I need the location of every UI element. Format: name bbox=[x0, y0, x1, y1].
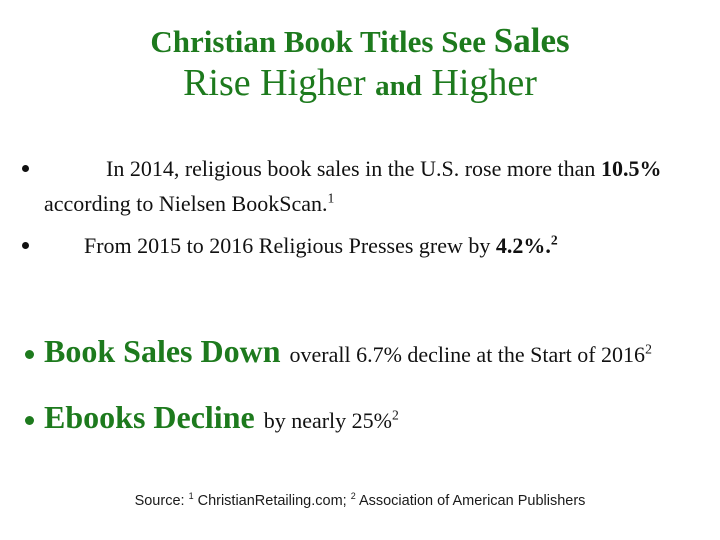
bullet-1-line2-text: according to Nielsen BookScan. bbox=[44, 191, 328, 216]
bullet-2-stat: 4.2%.2 bbox=[496, 233, 558, 258]
highlight-ebooks-decline: Ebooks Decline by nearly 25%2 bbox=[44, 399, 399, 435]
footnote-ref-2: 2 bbox=[550, 232, 558, 248]
bullet-1-line-1: In 2014, religious book sales in the U.S… bbox=[106, 156, 661, 181]
footnote-ref-1: 1 bbox=[327, 190, 335, 206]
title-line2-part2: Higher bbox=[421, 62, 537, 104]
source-2-text: Association of American Publishers bbox=[355, 493, 586, 509]
title-line2-part1: Rise Higher bbox=[183, 62, 376, 104]
bullet-icon bbox=[22, 242, 29, 249]
bullet-2-text: From 2015 to 2016 Religious Presses grew… bbox=[84, 233, 496, 258]
footnote-ref-2: 2 bbox=[645, 341, 652, 357]
bullet-1-line-2: according to Nielsen BookScan.1 bbox=[44, 191, 334, 216]
bullet-2-stat-value: 4.2%. bbox=[495, 233, 551, 258]
highlight-2-detail-text: by nearly 25% bbox=[263, 408, 392, 433]
footnote-marker-1: 1 bbox=[188, 491, 194, 502]
title-line-1: Christian Book Titles See Sales bbox=[0, 20, 720, 62]
title-line-2: Rise Higher and Higher bbox=[0, 62, 720, 105]
footnote-ref-2: 2 bbox=[391, 407, 399, 423]
source-label: Source: bbox=[134, 493, 189, 509]
title-line2-and: and bbox=[375, 70, 422, 102]
title-line1-main: Christian Book Titles See bbox=[150, 24, 494, 59]
highlight-book-sales-down: Book Sales Down overall 6.7% decline at t… bbox=[44, 333, 652, 369]
slide-title: Christian Book Titles See Sales Rise Hig… bbox=[0, 20, 720, 105]
highlight-1-detail-text: overall 6.7% decline at the Start of 201… bbox=[289, 342, 646, 367]
title-line1-accent: Sales bbox=[493, 21, 570, 60]
highlight-2-detail: by nearly 25%2 bbox=[264, 408, 399, 433]
bullet-1-text: In 2014, religious book sales in the U.S… bbox=[106, 156, 601, 181]
highlight-2-heading: Ebooks Decline bbox=[44, 399, 255, 435]
bullet-icon bbox=[25, 416, 34, 425]
source-citation: Source: 1 ChristianRetailing.com; 2 Asso… bbox=[0, 491, 720, 509]
source-1-text: ChristianRetailing.com; bbox=[193, 493, 351, 509]
bullet-icon bbox=[22, 165, 29, 172]
bullet-2-line: From 2015 to 2016 Religious Presses grew… bbox=[84, 233, 558, 258]
bullet-1-stat: 10.5% bbox=[600, 156, 662, 181]
bullet-icon bbox=[25, 350, 34, 359]
highlight-1-heading: Book Sales Down bbox=[44, 333, 281, 369]
footnote-marker-2: 2 bbox=[350, 491, 356, 502]
highlight-1-detail: overall 6.7% decline at the Start of 201… bbox=[290, 342, 652, 367]
